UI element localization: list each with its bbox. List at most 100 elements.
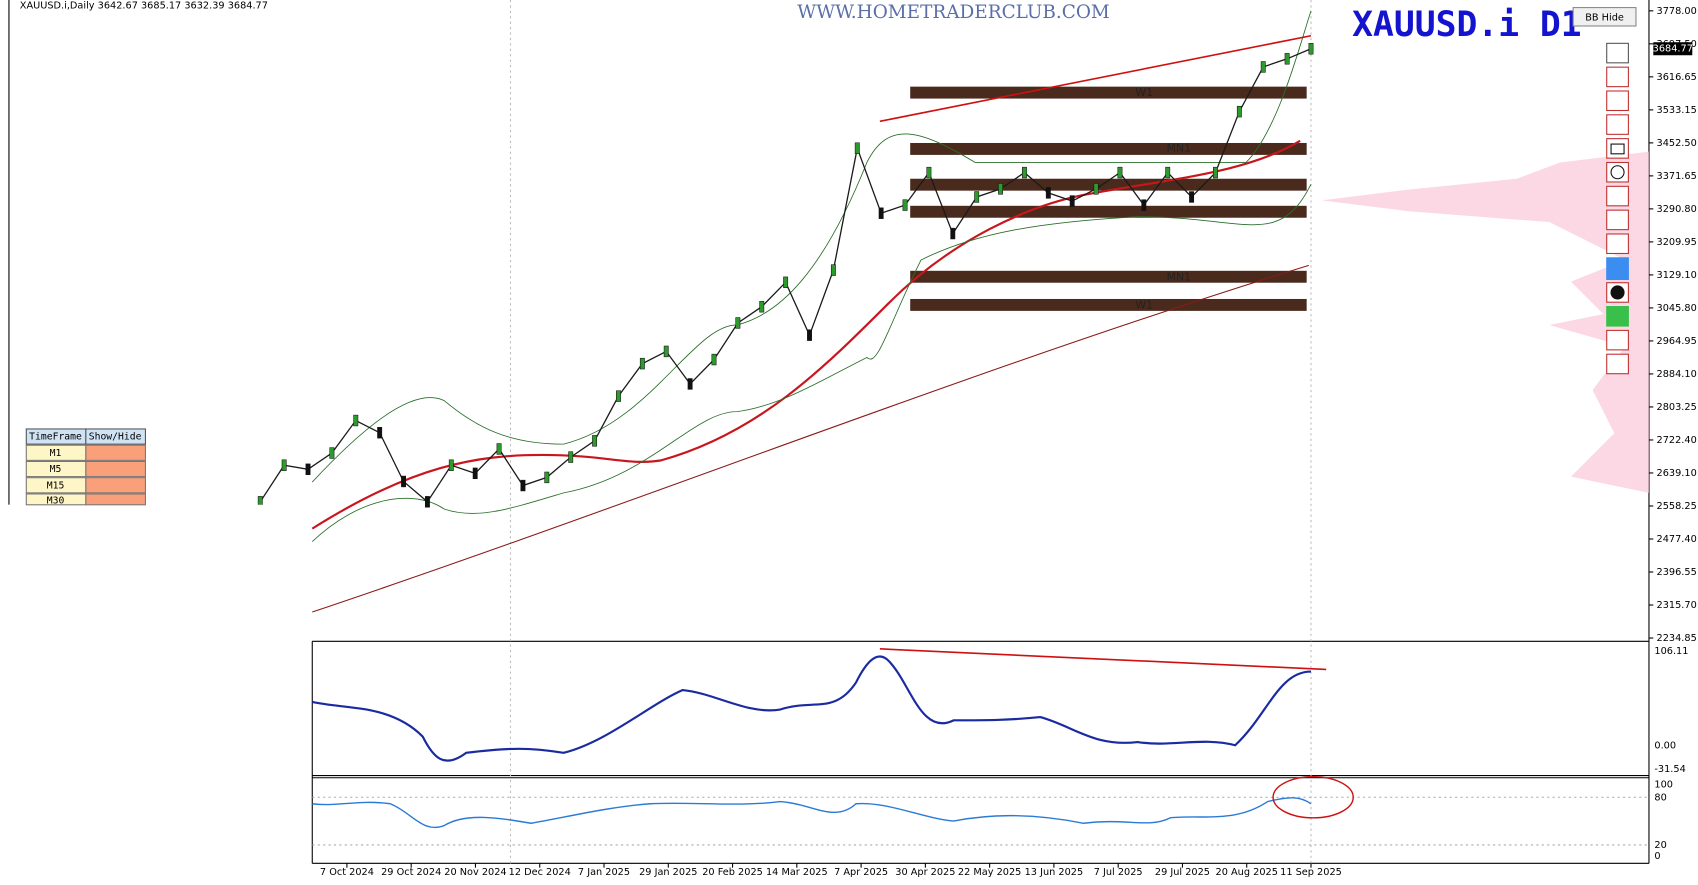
chart-title: XAUUSD.i D1 xyxy=(1352,5,1582,45)
tool-button[interactable] xyxy=(1606,114,1629,135)
indicator-tick-label: 100 xyxy=(1654,779,1673,790)
time-tick-label: 13 Jun 2025 xyxy=(1025,867,1084,878)
toggle-cell[interactable] xyxy=(85,493,146,506)
time-tick-label: 7 Oct 2024 xyxy=(320,867,374,878)
tool-button[interactable] xyxy=(1606,209,1629,231)
candle xyxy=(783,276,789,289)
time-tick-label: 22 May 2025 xyxy=(958,867,1021,878)
tool-button[interactable] xyxy=(1606,66,1629,88)
ma-200 xyxy=(312,264,1309,613)
candle xyxy=(496,443,502,455)
price-tick-label: 3778.00 xyxy=(1657,6,1697,17)
indicator-tick-label: 20 xyxy=(1654,840,1666,851)
candle xyxy=(353,414,359,427)
candle xyxy=(735,317,741,329)
table-row: M15 xyxy=(47,480,65,491)
price-tick-label: 2803.25 xyxy=(1657,402,1697,413)
price-tick-label: 3533.15 xyxy=(1657,105,1697,116)
circle-icon xyxy=(1610,165,1625,180)
candle xyxy=(639,357,645,370)
time-tick-label: 29 Jul 2025 xyxy=(1155,867,1210,878)
indicator-tick-label: 106.11 xyxy=(1654,646,1688,657)
bollinger-lower xyxy=(311,183,1312,542)
candle xyxy=(568,451,574,463)
timeframe-table: TimeFrame Show/Hide M1 M5 M15 M30 xyxy=(25,428,146,506)
price-tick-label: 2884.10 xyxy=(1657,369,1697,380)
price-tick-label: 2722.40 xyxy=(1657,435,1697,446)
candle xyxy=(830,264,836,276)
candle xyxy=(401,475,406,488)
price-tick-label: 3616.65 xyxy=(1657,72,1697,83)
candle xyxy=(807,329,812,341)
zone-label: MN1 xyxy=(1167,141,1191,154)
zone-label: MN1 xyxy=(1167,270,1191,283)
tool-button[interactable] xyxy=(1606,42,1629,64)
price-tick-label: 3209.95 xyxy=(1657,237,1697,248)
tool-button[interactable] xyxy=(1606,329,1629,351)
price-tick-label: 2558.25 xyxy=(1657,501,1697,512)
zone-label: W1 xyxy=(1135,86,1153,99)
zones xyxy=(910,86,1307,311)
candle xyxy=(520,479,526,492)
candle xyxy=(1093,183,1099,195)
candle xyxy=(711,353,717,366)
price-candles xyxy=(257,43,1314,508)
indicator-tick-label: 0 xyxy=(1654,851,1660,862)
price-tick-label: 3129.10 xyxy=(1657,270,1697,281)
tool-button[interactable] xyxy=(1606,306,1629,327)
candle xyxy=(305,463,311,475)
trend-line xyxy=(879,34,1312,123)
candle xyxy=(1021,166,1027,179)
toggle-cell[interactable] xyxy=(85,477,146,494)
tool-button[interactable] xyxy=(1606,185,1629,207)
price-tick-label: 2639.10 xyxy=(1657,468,1697,479)
time-tick-label: 20 Aug 2025 xyxy=(1216,867,1278,878)
candle xyxy=(854,142,860,154)
candle xyxy=(329,447,335,459)
candle xyxy=(1117,166,1123,179)
tool-button[interactable] xyxy=(1606,353,1629,375)
indicator-tick-label: 80 xyxy=(1654,792,1666,803)
table-header: Show/Hide xyxy=(89,432,142,443)
axes: 3778.003697.503616.653533.153452.503371.… xyxy=(320,6,1697,878)
bb-hide-label[interactable]: BB Hide xyxy=(1585,12,1624,23)
price-tick-label: 2396.55 xyxy=(1657,567,1697,578)
color-button[interactable] xyxy=(1606,257,1629,281)
candle xyxy=(974,191,980,203)
macd-line xyxy=(312,655,1312,762)
candle xyxy=(472,467,478,480)
time-tick-label: 11 Sep 2025 xyxy=(1280,867,1342,878)
toggle-cell[interactable] xyxy=(85,460,146,478)
time-tick-label: 7 Apr 2025 xyxy=(834,867,888,878)
table-row: M1 xyxy=(50,448,62,459)
time-tick-label: 30 Apr 2025 xyxy=(895,867,955,878)
symbol-info: XAUUSD.i,Daily 3642.67 3685.17 3632.39 3… xyxy=(20,0,268,11)
candle xyxy=(1260,61,1266,73)
time-tick-label: 29 Jan 2025 xyxy=(639,867,697,878)
tool-button[interactable] xyxy=(1606,233,1629,255)
toggle-cell[interactable] xyxy=(85,444,146,461)
indicator-tick-label: 0.00 xyxy=(1654,740,1676,751)
time-tick-label: 29 Oct 2024 xyxy=(381,867,441,878)
time-tick-label: 7 Jan 2025 xyxy=(578,867,630,878)
time-tick-label: 20 Feb 2025 xyxy=(702,867,763,878)
price-tick-label: 3290.80 xyxy=(1657,204,1697,215)
candle xyxy=(1236,105,1242,118)
candle xyxy=(950,227,956,240)
candle xyxy=(1189,191,1195,203)
candle xyxy=(544,471,550,484)
candle xyxy=(998,183,1003,195)
table-row: M30 xyxy=(47,495,65,506)
candle xyxy=(616,390,621,402)
bollinger-upper xyxy=(311,10,1312,483)
price-tick-label: 2477.40 xyxy=(1657,534,1697,545)
candle xyxy=(687,378,693,390)
candle xyxy=(1045,187,1051,199)
price-tick-label: 2964.95 xyxy=(1657,336,1697,347)
candle xyxy=(1284,53,1290,65)
price-tick-label: 3045.80 xyxy=(1657,303,1697,314)
ma-50 xyxy=(311,139,1301,530)
tool-button[interactable] xyxy=(1606,90,1629,112)
bb-hide-button[interactable] xyxy=(1572,7,1637,27)
